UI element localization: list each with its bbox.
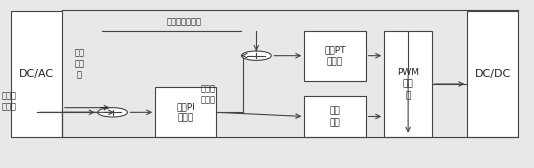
Text: 超级电容器电流: 超级电容器电流	[167, 18, 202, 27]
Text: 电流参
考信号: 电流参 考信号	[201, 84, 216, 104]
Bar	[384, 31, 432, 137]
Bar	[304, 96, 366, 137]
Bar	[11, 11, 62, 137]
Text: DC/DC: DC/DC	[474, 69, 511, 79]
Circle shape	[241, 51, 271, 60]
Text: PWM
控制
器: PWM 控制 器	[397, 68, 419, 100]
Text: 电压参
考信号: 电压参 考信号	[2, 91, 17, 112]
Bar	[467, 11, 518, 137]
Bar	[155, 87, 216, 137]
Text: 桥臂
控制: 桥臂 控制	[329, 106, 340, 127]
Text: DC/AC: DC/AC	[19, 69, 54, 79]
Text: −: −	[99, 103, 109, 113]
Circle shape	[98, 108, 128, 117]
Text: 电压PI
调节器: 电压PI 调节器	[176, 102, 195, 123]
Text: 直流
侧电
压: 直流 侧电 压	[75, 48, 84, 80]
Bar	[304, 31, 366, 81]
Text: 电流PT
调节器: 电流PT 调节器	[324, 45, 345, 66]
